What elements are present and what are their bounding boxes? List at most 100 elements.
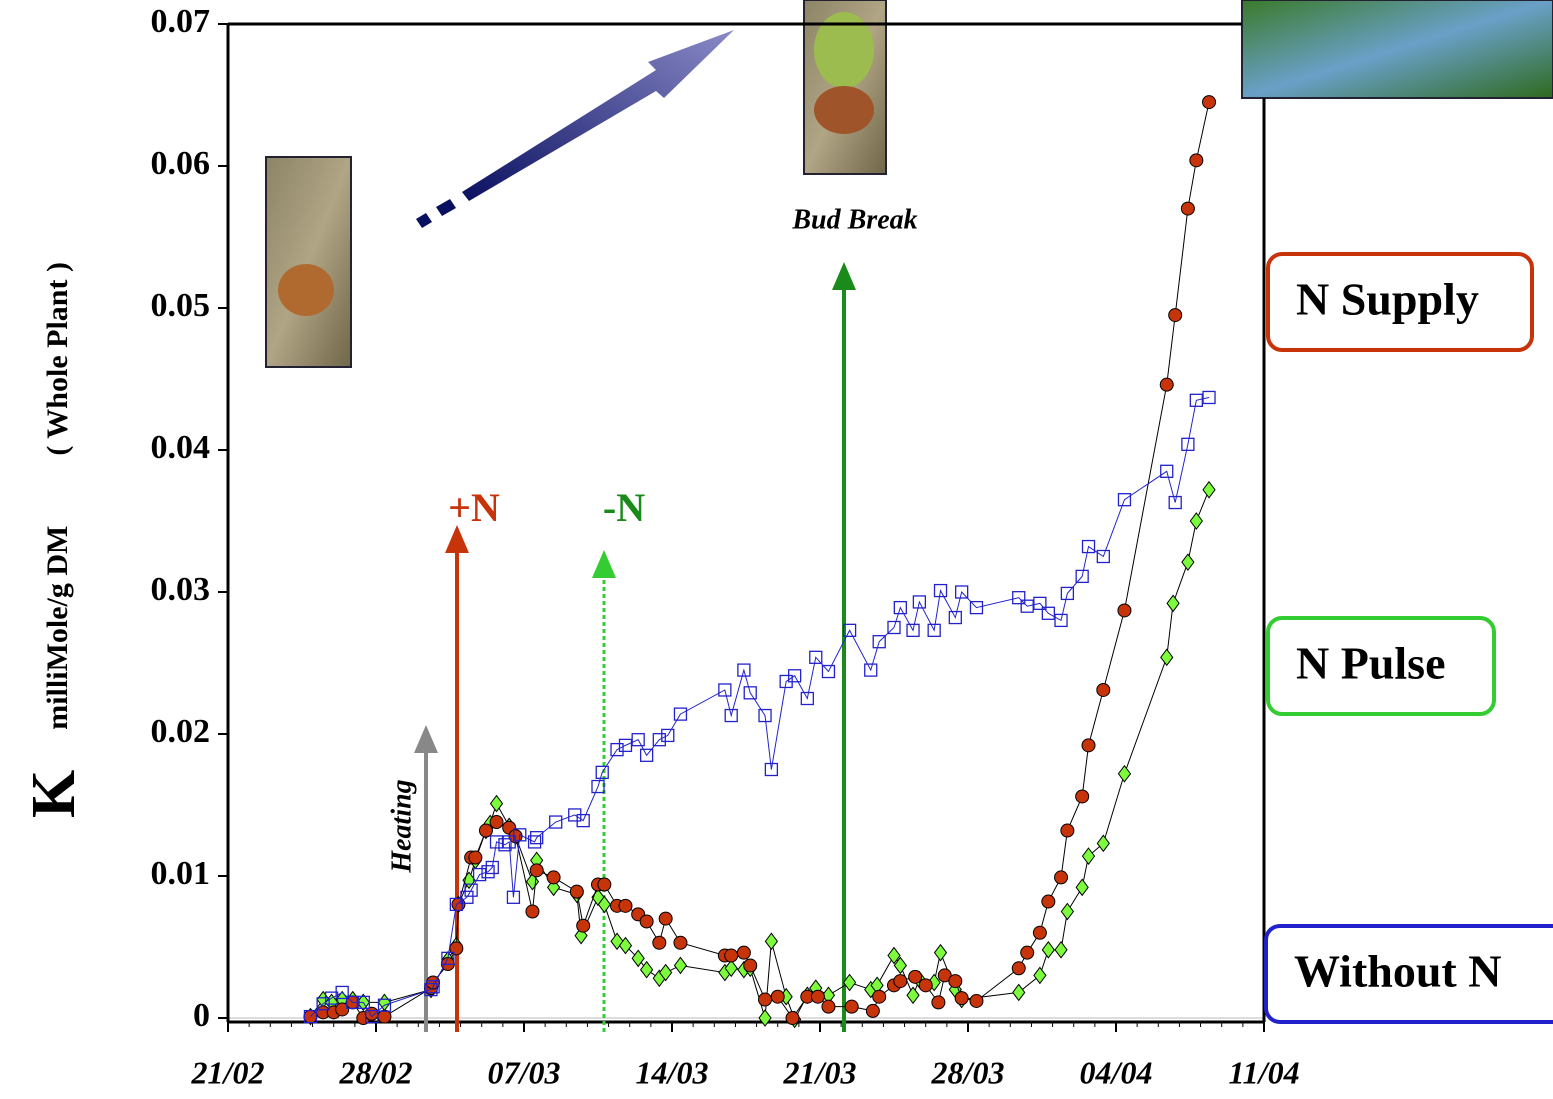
data-point	[842, 973, 857, 992]
data-point	[1181, 437, 1195, 451]
data-point	[472, 867, 487, 882]
data-point	[1189, 153, 1204, 168]
data-point	[303, 1009, 318, 1024]
data-point	[449, 897, 463, 912]
data-point	[489, 794, 504, 813]
data-point	[356, 995, 370, 1010]
data-point	[673, 956, 688, 975]
data-point	[576, 813, 590, 828]
data-point	[1159, 377, 1174, 392]
data-point	[1081, 539, 1096, 554]
data-point	[933, 583, 948, 598]
data-point	[1060, 902, 1074, 921]
data-point	[864, 663, 878, 677]
data-point	[1060, 823, 1075, 838]
data-point	[1117, 764, 1132, 783]
leaf-photo	[1241, 0, 1553, 99]
data-point	[787, 669, 802, 683]
data-point	[724, 959, 738, 978]
legend-label: N Supply	[1296, 274, 1479, 325]
bud-shape	[278, 264, 334, 316]
data-point	[576, 918, 591, 933]
y-tick-label: 0	[193, 997, 210, 1034]
y-label-part: ( Whole Plant )	[41, 262, 74, 456]
data-point	[468, 850, 483, 865]
data-point	[377, 993, 392, 1012]
data-point	[927, 623, 941, 637]
arrow-head	[832, 262, 856, 290]
data-point	[948, 610, 962, 625]
y-label: KmilliMole/g DM ( Whole Plant )	[20, 262, 88, 818]
data-point	[529, 863, 544, 878]
data-point	[743, 958, 758, 973]
data-point	[377, 998, 392, 1012]
data-point	[906, 986, 920, 1005]
data-point	[887, 620, 901, 635]
data-point	[426, 980, 440, 994]
data-point	[631, 949, 645, 968]
data-point	[485, 860, 499, 875]
data-point	[658, 911, 673, 926]
data-point	[661, 728, 675, 743]
data-point	[1020, 945, 1035, 960]
data-point	[933, 943, 948, 962]
data-point	[918, 978, 933, 993]
series-line	[310, 396, 1210, 1018]
photos	[265, 0, 1553, 368]
data-point	[736, 945, 751, 960]
data-point	[498, 838, 512, 852]
data-point	[1075, 789, 1090, 804]
data-point	[1181, 553, 1195, 572]
data-point	[785, 1011, 800, 1025]
data-point	[346, 995, 360, 1010]
data-point	[618, 738, 633, 753]
bud-photo	[265, 156, 352, 368]
data-point	[800, 691, 814, 706]
data-point	[1081, 847, 1096, 865]
data-point	[1060, 586, 1075, 601]
annotation: Bud Break	[791, 204, 917, 235]
y-label-part: milliMole/g DM	[41, 526, 74, 730]
data-point	[1096, 834, 1110, 853]
annotation: +N	[448, 485, 500, 530]
data-point	[844, 999, 859, 1014]
data-point	[377, 1009, 392, 1024]
data-point	[948, 974, 963, 989]
data-point	[724, 708, 738, 723]
data-point	[506, 890, 521, 904]
data-point	[1032, 925, 1047, 940]
data-point	[597, 877, 612, 892]
data-point	[365, 1009, 379, 1024]
data-point	[758, 992, 773, 1007]
legend-label: Without N	[1294, 946, 1501, 997]
data-point	[597, 895, 611, 914]
x-tick-label: 07/03	[488, 1054, 561, 1090]
data-point	[549, 815, 563, 829]
data-point	[1160, 464, 1174, 478]
y-tick-label: 0.03	[151, 571, 211, 608]
data-point	[872, 989, 887, 1004]
data-point	[1011, 961, 1026, 976]
data-point	[478, 823, 493, 838]
data-point	[1020, 599, 1034, 613]
data-point	[737, 663, 751, 677]
data-point	[1168, 308, 1183, 323]
series-line	[310, 489, 1210, 1021]
x-tick-label: 14/03	[636, 1054, 709, 1090]
data-point	[1054, 941, 1068, 959]
data-point	[489, 815, 504, 830]
bud-scale	[814, 86, 874, 134]
y-tick-label: 0.06	[151, 145, 211, 182]
data-point	[1202, 390, 1216, 405]
arrow	[462, 30, 734, 201]
data-point	[618, 936, 633, 955]
dash	[436, 199, 456, 216]
data-point	[810, 989, 825, 1004]
data-point	[1033, 596, 1047, 611]
data-point	[865, 1003, 880, 1018]
data-point	[906, 623, 920, 637]
data-point	[1166, 594, 1180, 613]
data-point	[1012, 591, 1026, 605]
data-point	[931, 995, 946, 1010]
data-point	[1160, 648, 1174, 667]
